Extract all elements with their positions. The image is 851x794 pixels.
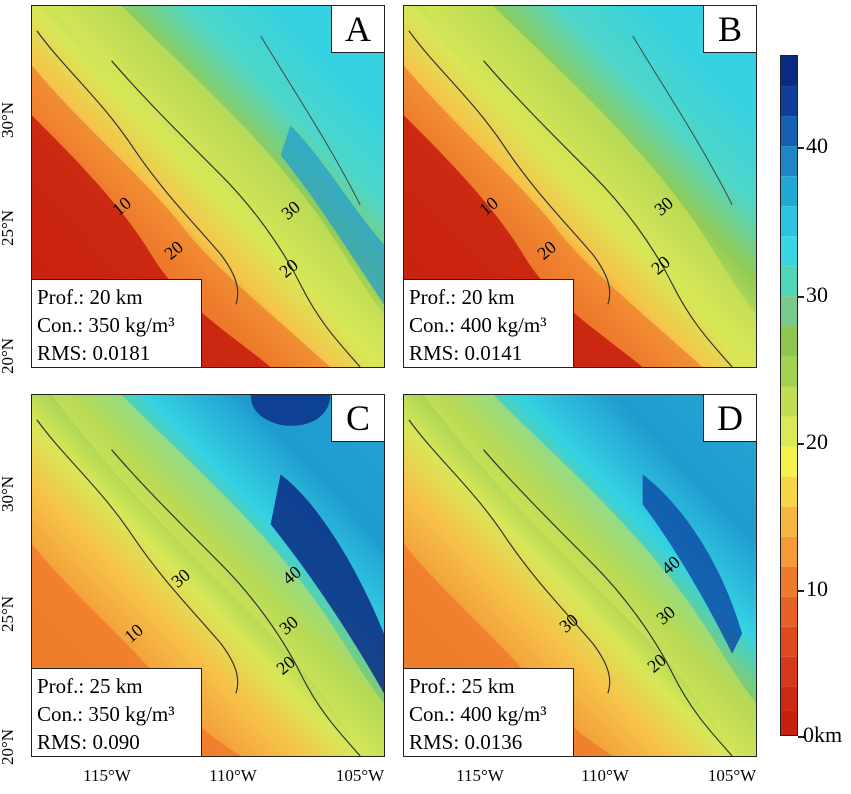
depth-label: Prof.: 25 km bbox=[37, 674, 143, 698]
map-panel-a: A Prof.: 20 km Con.: 350 kg/m³ RMS: 0.01… bbox=[31, 5, 385, 368]
colorbar-scale bbox=[781, 56, 797, 735]
latitude-tick-label: 20°N bbox=[0, 337, 17, 375]
colorbar-tick-label: 30 bbox=[806, 282, 828, 307]
colorbar-tick-label: 20 bbox=[806, 429, 828, 454]
rms-label: RMS: 0.0136 bbox=[409, 730, 523, 754]
panel-letter: D bbox=[703, 395, 756, 442]
colorbar-tick-label: 40 bbox=[806, 133, 828, 158]
longitude-tick-label: 115°W bbox=[83, 766, 131, 785]
longitude-tick-label: 105°W bbox=[707, 766, 757, 785]
map-panel-b: B Prof.: 20 km Con.: 400 kg/m³ RMS: 0.01… bbox=[403, 5, 757, 368]
longitude-tick-label: 105°W bbox=[335, 766, 385, 785]
rms-label: RMS: 0.090 bbox=[37, 730, 140, 754]
longitude-tick-label: 110°W bbox=[209, 766, 257, 785]
colorbar-tick-label: 0km bbox=[803, 722, 843, 747]
contrast-label: Con.: 400 kg/m³ bbox=[409, 313, 547, 337]
crustal-thickness-map bbox=[32, 395, 384, 756]
model-parameters-box: Prof.: 20 km Con.: 400 kg/m³ RMS: 0.0141 bbox=[404, 279, 574, 367]
latitude-tick-label: 25°N bbox=[0, 595, 17, 633]
depth-label: Prof.: 20 km bbox=[409, 285, 515, 309]
longitude-tick-label: 115°W bbox=[456, 766, 504, 785]
panel-letter: C bbox=[331, 395, 384, 442]
panel-letter: B bbox=[703, 6, 756, 53]
rms-label: RMS: 0.0181 bbox=[37, 341, 151, 365]
rms-label: RMS: 0.0141 bbox=[409, 341, 523, 365]
colorbar-tick-label: 10 bbox=[806, 576, 828, 601]
depth-label: Prof.: 25 km bbox=[409, 674, 515, 698]
depth-label: Prof.: 20 km bbox=[37, 285, 143, 309]
latitude-tick-label: 25°N bbox=[0, 209, 17, 247]
model-parameters-box: Prof.: 25 km Con.: 350 kg/m³ RMS: 0.090 bbox=[32, 668, 202, 756]
map-panel-c: C Prof.: 25 km Con.: 350 kg/m³ RMS: 0.09… bbox=[31, 394, 385, 757]
map-panel-d: D Prof.: 25 km Con.: 400 kg/m³ RMS: 0.01… bbox=[403, 394, 757, 757]
latitude-tick-label: 20°N bbox=[0, 728, 17, 766]
latitude-tick-label: 30°N bbox=[0, 475, 17, 513]
colorbar bbox=[780, 55, 798, 736]
panel-letter: A bbox=[331, 6, 384, 53]
model-parameters-box: Prof.: 20 km Con.: 350 kg/m³ RMS: 0.0181 bbox=[32, 279, 202, 367]
model-parameters-box: Prof.: 25 km Con.: 400 kg/m³ RMS: 0.0136 bbox=[404, 668, 574, 756]
longitude-tick-label: 110°W bbox=[581, 766, 629, 785]
contrast-label: Con.: 400 kg/m³ bbox=[409, 702, 547, 726]
contrast-label: Con.: 350 kg/m³ bbox=[37, 313, 175, 337]
contrast-label: Con.: 350 kg/m³ bbox=[37, 702, 175, 726]
crustal-thickness-map bbox=[32, 6, 384, 367]
latitude-tick-label: 30°N bbox=[0, 101, 17, 139]
